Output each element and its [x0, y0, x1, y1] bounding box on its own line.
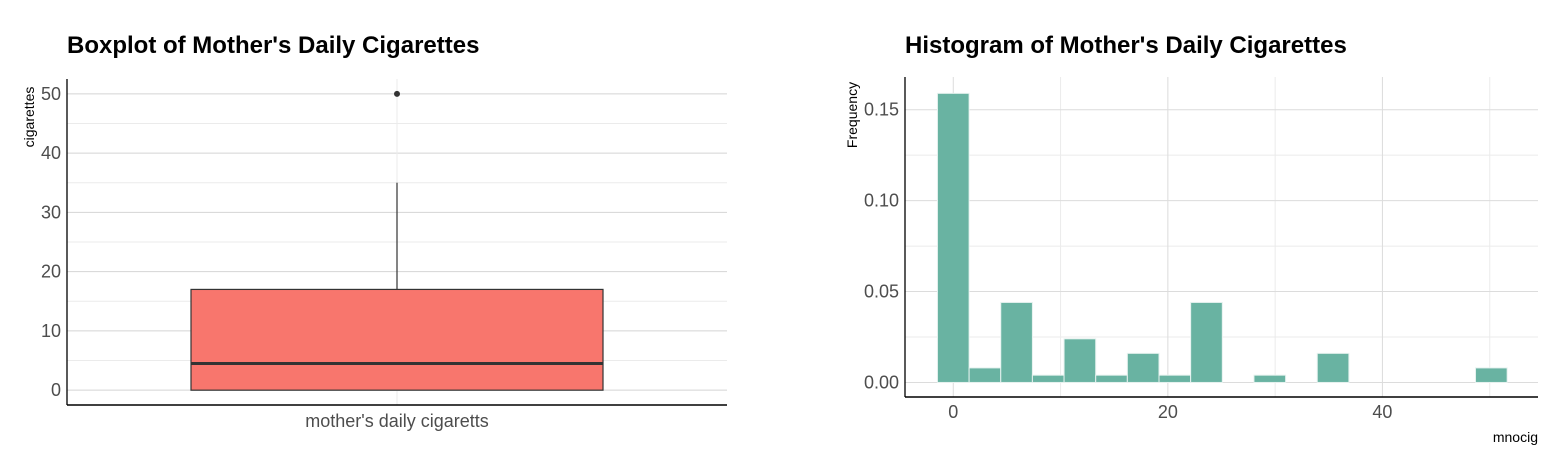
y-tick-label: 30 [41, 202, 61, 222]
y-axis-label: Frequency [844, 82, 860, 148]
y-tick-label: 0.10 [864, 191, 899, 211]
x-category-label: mother's daily cigaretts [305, 411, 489, 431]
x-tick-label: 0 [948, 402, 958, 422]
box-iqr [190, 288, 604, 391]
histogram-bar [1190, 301, 1223, 383]
x-tick-label: 20 [1158, 402, 1178, 422]
y-tick-label: 0.15 [864, 100, 899, 120]
histogram-bar [1475, 367, 1508, 383]
histogram-bar [1253, 374, 1287, 383]
y-axis-label: cigarettes [21, 87, 37, 148]
y-tick-label: 50 [41, 84, 61, 104]
histogram-bar [1095, 374, 1128, 383]
x-axis-label: mnocig [1493, 429, 1538, 445]
boxplot-title: Boxplot of Mother's Daily Cigarettes [67, 32, 480, 59]
histogram-bar [1316, 352, 1350, 383]
y-tick-label: 10 [41, 321, 61, 341]
histogram-title: Histogram of Mother's Daily Cigarettes [905, 32, 1347, 59]
histogram-bar [936, 92, 970, 383]
y-tick-label: 0 [51, 380, 61, 400]
outlier-point [394, 90, 400, 97]
y-tick-label: 20 [41, 262, 61, 282]
y-tick-label: 0.05 [864, 282, 899, 302]
histogram-bar [1158, 374, 1192, 383]
histogram-bar [1000, 301, 1033, 383]
histogram-bar [1063, 338, 1097, 383]
y-tick-label: 0.00 [864, 372, 899, 392]
histogram-bar [1031, 374, 1065, 383]
histogram-bar [1126, 352, 1160, 383]
histogram-bar [968, 367, 1002, 383]
x-tick-label: 40 [1372, 402, 1392, 422]
y-tick-label: 40 [41, 143, 61, 163]
boxplot-chart: 0 10 20 30 40 50 mother's daily cigaretts cigar… [21, 79, 727, 431]
